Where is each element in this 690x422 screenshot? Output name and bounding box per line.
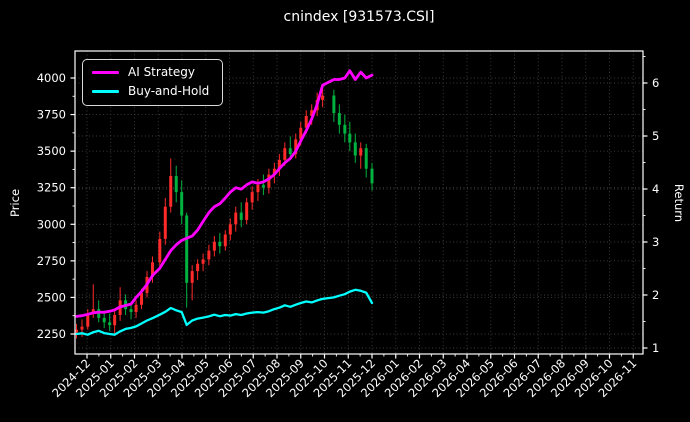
- svg-text:2: 2: [652, 288, 659, 302]
- svg-text:2750: 2750: [37, 254, 66, 268]
- legend-item-ai-strategy: AI Strategy: [92, 66, 209, 79]
- price-axis-label: Price: [8, 188, 22, 218]
- buy-and-hold-line-swatch: [92, 90, 119, 93]
- return-axis-label: Return: [672, 183, 686, 223]
- ai-strategy-line-swatch: [92, 71, 119, 74]
- legend: AI Strategy Buy-and-Hold: [82, 59, 224, 106]
- svg-text:3250: 3250: [37, 181, 66, 195]
- legend-label: AI Strategy: [128, 65, 195, 79]
- svg-text:6: 6: [652, 76, 659, 90]
- svg-text:5: 5: [652, 129, 659, 143]
- svg-text:2250: 2250: [37, 327, 66, 341]
- svg-text:4: 4: [652, 182, 659, 196]
- svg-text:3000: 3000: [37, 217, 66, 231]
- chart-title: cnindex [931573.CSI]: [283, 9, 435, 25]
- svg-text:1: 1: [652, 341, 659, 355]
- svg-text:4000: 4000: [37, 71, 66, 85]
- legend-label: Buy-and-Hold: [128, 84, 210, 98]
- svg-text:3500: 3500: [37, 144, 66, 158]
- legend-item-buy-and-hold: Buy-and-Hold: [92, 85, 209, 98]
- svg-text:2500: 2500: [37, 290, 66, 304]
- svg-text:3: 3: [652, 235, 659, 249]
- svg-text:3750: 3750: [37, 108, 66, 122]
